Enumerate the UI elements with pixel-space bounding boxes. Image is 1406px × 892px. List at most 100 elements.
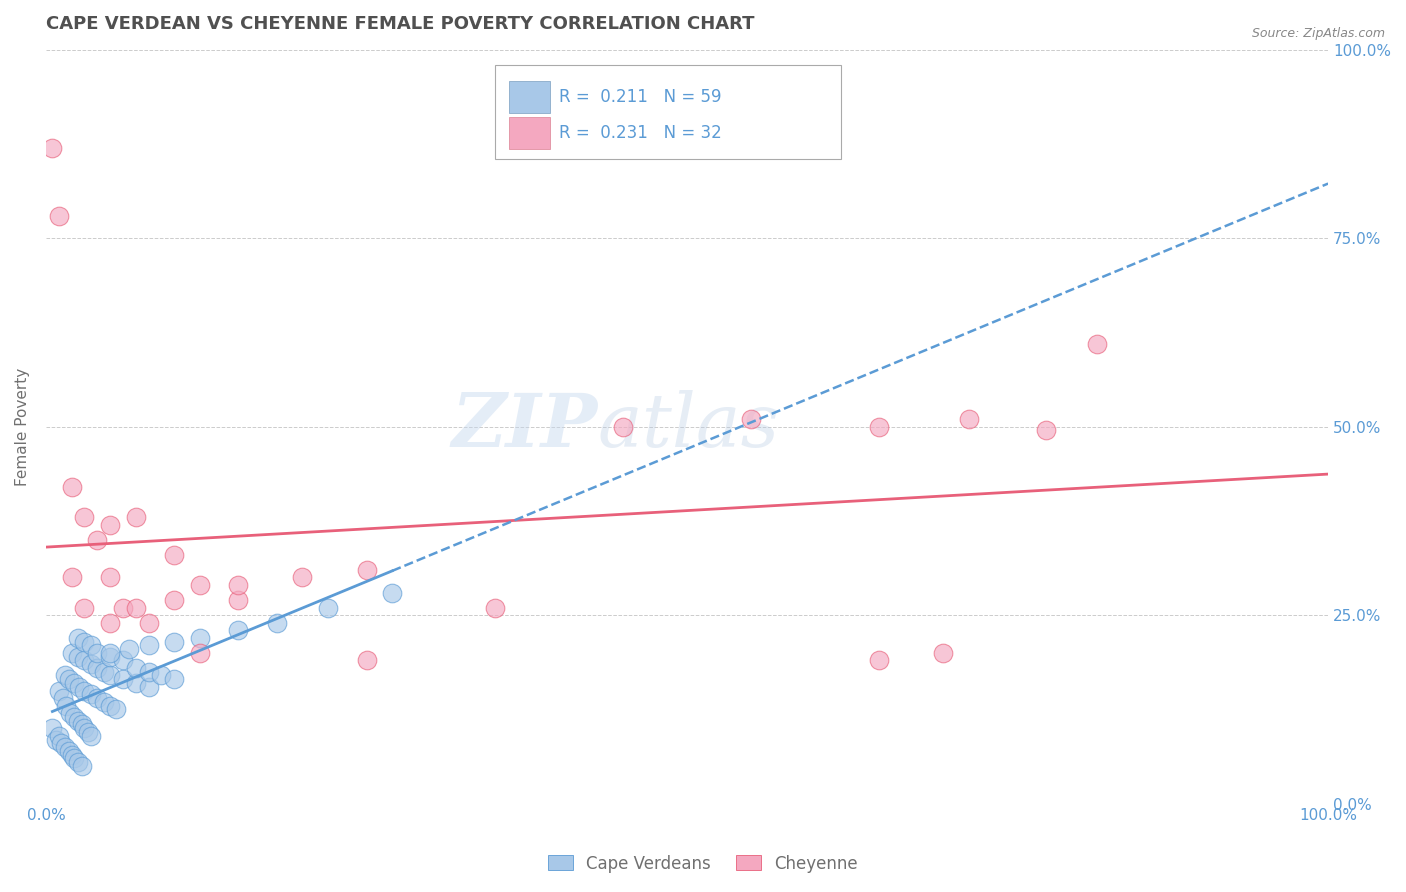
Point — [67, 680, 90, 694]
Point — [80, 657, 103, 672]
Point — [73, 721, 96, 735]
Point — [58, 672, 80, 686]
Point — [868, 419, 890, 434]
Point — [932, 646, 955, 660]
Point — [226, 593, 249, 607]
Point — [138, 615, 160, 630]
Point — [163, 548, 186, 562]
Text: atlas: atlas — [598, 391, 779, 463]
Point — [105, 702, 128, 716]
Point — [66, 631, 89, 645]
Point — [138, 638, 160, 652]
Text: Source: ZipAtlas.com: Source: ZipAtlas.com — [1251, 27, 1385, 40]
Point — [98, 615, 121, 630]
Point — [70, 759, 93, 773]
Legend: Cape Verdeans, Cheyenne: Cape Verdeans, Cheyenne — [541, 848, 865, 880]
FancyBboxPatch shape — [495, 65, 841, 159]
Point — [41, 721, 63, 735]
Point — [60, 480, 83, 494]
Point — [45, 732, 67, 747]
Point — [51, 736, 73, 750]
Point — [55, 698, 77, 713]
Point — [41, 141, 63, 155]
Point — [740, 412, 762, 426]
Point — [138, 665, 160, 679]
Point — [98, 649, 121, 664]
Point — [98, 646, 121, 660]
Point — [70, 717, 93, 731]
Point — [266, 615, 288, 630]
Point — [138, 680, 160, 694]
Text: CAPE VERDEAN VS CHEYENNE FEMALE POVERTY CORRELATION CHART: CAPE VERDEAN VS CHEYENNE FEMALE POVERTY … — [46, 15, 755, 33]
Point — [98, 668, 121, 682]
Point — [86, 661, 108, 675]
FancyBboxPatch shape — [509, 81, 550, 113]
Point — [48, 209, 70, 223]
Point — [98, 570, 121, 584]
Y-axis label: Female Poverty: Female Poverty — [15, 368, 30, 486]
Point — [66, 755, 89, 769]
Point — [66, 649, 89, 664]
Text: R =  0.211   N = 59: R = 0.211 N = 59 — [558, 88, 721, 106]
Point — [125, 510, 148, 524]
Point — [356, 653, 378, 667]
Point — [63, 710, 86, 724]
Point — [52, 691, 75, 706]
Point — [188, 631, 211, 645]
Point — [58, 744, 80, 758]
Point — [356, 563, 378, 577]
Point — [73, 600, 96, 615]
Point — [48, 683, 70, 698]
Point — [80, 687, 103, 701]
Point — [163, 593, 186, 607]
Point — [1035, 424, 1057, 438]
Point — [125, 676, 148, 690]
Point — [59, 706, 82, 721]
Point — [48, 729, 70, 743]
Point — [111, 672, 134, 686]
Text: R =  0.231   N = 32: R = 0.231 N = 32 — [558, 124, 721, 142]
Point — [73, 510, 96, 524]
Point — [484, 600, 506, 615]
Point — [80, 638, 103, 652]
Point — [1085, 336, 1108, 351]
Point — [868, 653, 890, 667]
Point — [118, 642, 141, 657]
Point — [111, 653, 134, 667]
Point — [957, 412, 980, 426]
Point — [226, 624, 249, 638]
Point — [125, 600, 148, 615]
Point — [188, 578, 211, 592]
Point — [53, 668, 76, 682]
Point — [66, 714, 89, 728]
Point — [612, 419, 634, 434]
Point — [63, 751, 86, 765]
Point — [93, 695, 115, 709]
Point — [73, 683, 96, 698]
Text: ZIP: ZIP — [451, 391, 598, 463]
Point — [86, 533, 108, 547]
Point — [73, 653, 96, 667]
Point — [86, 646, 108, 660]
Point — [77, 725, 100, 739]
Point — [73, 634, 96, 648]
Point — [125, 661, 148, 675]
Point — [291, 570, 314, 584]
Point — [163, 634, 186, 648]
Point — [60, 570, 83, 584]
Point — [150, 668, 173, 682]
Point — [80, 729, 103, 743]
Point — [111, 600, 134, 615]
Point — [60, 646, 83, 660]
Point — [60, 747, 83, 762]
Point — [86, 691, 108, 706]
Point — [381, 585, 404, 599]
Point — [163, 672, 186, 686]
Point — [63, 676, 86, 690]
Point — [53, 740, 76, 755]
Point — [226, 578, 249, 592]
Point — [98, 698, 121, 713]
Point — [93, 665, 115, 679]
Point — [316, 600, 339, 615]
FancyBboxPatch shape — [509, 117, 550, 149]
